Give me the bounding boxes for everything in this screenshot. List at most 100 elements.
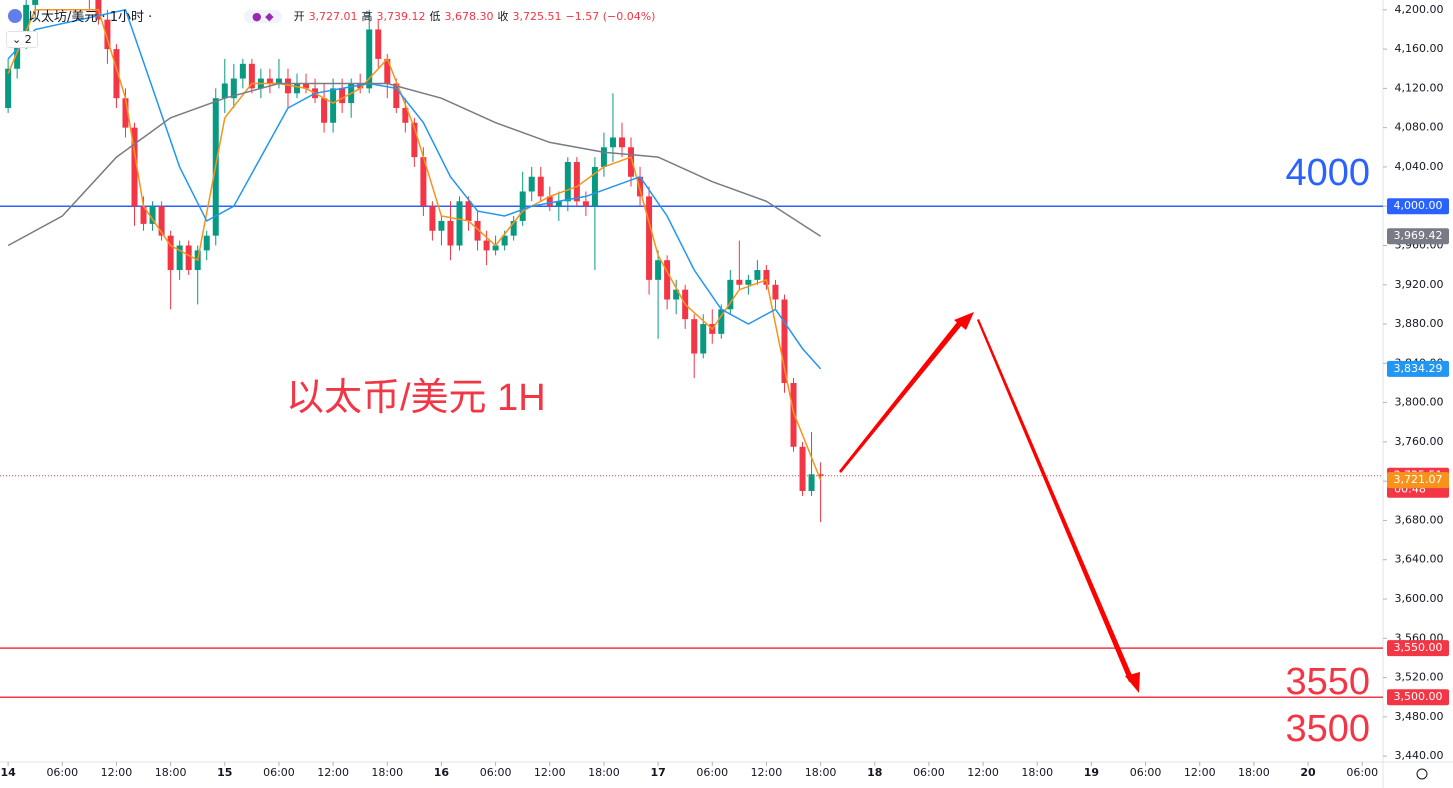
arrow-down	[977, 319, 1134, 682]
candle-body	[447, 220, 454, 246]
x-tick-label: 16	[434, 766, 450, 779]
x-tick-label: 12:00	[317, 766, 349, 779]
candle-body	[275, 78, 282, 84]
candle-body	[673, 289, 680, 300]
x-tick-label: 06:00	[696, 766, 728, 779]
candle-body	[438, 220, 445, 231]
ma-line	[7, 9, 822, 481]
candle-body	[754, 270, 761, 280]
y-tick-label: 3,480.00	[1395, 710, 1444, 723]
arrow-head	[1125, 672, 1140, 693]
candle-body	[537, 176, 544, 197]
price-label-box	[1387, 198, 1449, 215]
plot	[0, 0, 1383, 698]
ohlc-value: 3,725.51	[512, 9, 562, 23]
candle-body	[375, 29, 382, 59]
x-tick-label: 12:00	[101, 766, 133, 779]
x-tick-label: 06:00	[1130, 766, 1162, 779]
y-tick-label: 3,800.00	[1395, 396, 1444, 409]
price-label-box	[1387, 228, 1449, 245]
y-tick-label: 3,760.00	[1395, 435, 1444, 448]
candle-body	[366, 29, 373, 89]
y-tick-label: 3,600.00	[1395, 592, 1444, 605]
candle-body	[609, 137, 616, 148]
candle-body	[790, 382, 797, 447]
x-tick-label: 18	[867, 766, 882, 779]
candle-body	[637, 176, 644, 197]
x-tick-label: 12:00	[967, 766, 999, 779]
price-label-box	[1387, 689, 1449, 706]
candle-body	[14, 44, 21, 69]
symbol: 以太坊/美元 · 1小时 ·	[28, 10, 153, 25]
candle-body	[303, 83, 310, 89]
ma-line	[7, 8, 822, 370]
candle-body	[655, 260, 662, 280]
candle-body	[799, 446, 806, 491]
candle-body	[5, 68, 12, 109]
x-tick-label: 12:00	[1184, 766, 1216, 779]
y-tick-label: 3,640.00	[1395, 553, 1444, 566]
candle-body	[817, 474, 824, 476]
price-label: 3,721.07	[1394, 473, 1443, 486]
x-tick-label: 12:00	[534, 766, 566, 779]
y-tick-label: 3,680.00	[1395, 513, 1444, 526]
candle-body	[591, 166, 598, 207]
x-tick-label: 18:00	[155, 766, 187, 779]
candle-body	[618, 137, 625, 148]
candle-body	[628, 147, 635, 177]
indicator-toggle[interactable]: ⌄ 2	[6, 31, 38, 48]
ohlc-label: 收	[497, 10, 509, 23]
price-label: 3,834.29	[1394, 362, 1443, 375]
y-tick-label: 3,520.00	[1395, 671, 1444, 684]
price-label: 3,500.00	[1394, 690, 1443, 703]
candle-body	[465, 201, 472, 221]
axes: 3,440.003,480.003,520.003,560.003,600.00…	[0, 3, 1449, 779]
candle-body	[456, 201, 463, 246]
candle-body	[167, 235, 174, 271]
candle-body	[266, 78, 273, 84]
symbol-header: 以太坊/美元 · 1小时 ·	[8, 6, 152, 25]
candle-body	[384, 58, 391, 84]
settings-icon[interactable]	[1416, 768, 1428, 780]
x-tick-label: 12:00	[751, 766, 783, 779]
x-tick-label: 18:00	[805, 766, 837, 779]
ohlc-value: 3,739.12	[376, 9, 426, 23]
ohlc-value: 3,678.30	[444, 9, 494, 23]
y-tick-label: 4,160.00	[1395, 42, 1444, 55]
x-tick-label: 06:00	[913, 766, 945, 779]
candle-body	[402, 108, 409, 123]
x-tick-label: 15	[217, 766, 232, 779]
candle-body	[420, 157, 427, 207]
candle-body	[646, 196, 653, 280]
change: −1.57 (−0.04%)	[565, 9, 656, 23]
candle-body	[555, 201, 562, 207]
x-tick-label: 14	[0, 766, 16, 779]
x-tick-label: 18:00	[1021, 766, 1053, 779]
price-label: 3,969.42	[1394, 229, 1443, 242]
candle-body	[248, 63, 255, 89]
y-tick-label: 4,080.00	[1395, 121, 1444, 134]
candle-body	[564, 162, 571, 202]
candle-body	[501, 235, 508, 246]
candle-body	[718, 309, 725, 334]
x-tick-label: 20	[1300, 766, 1316, 779]
y-tick-label: 4,200.00	[1395, 3, 1444, 16]
y-tick-label: 4,120.00	[1395, 81, 1444, 94]
candle-body	[32, 0, 39, 5]
ohlc-label: 开	[293, 10, 305, 23]
indicator-count: 2	[24, 33, 32, 46]
annotation: 4000	[1285, 152, 1370, 194]
ohlc-label: 高	[361, 10, 373, 23]
price-label-box	[1387, 360, 1449, 377]
y-tick-label: 3,880.00	[1395, 317, 1444, 330]
candle-body	[763, 270, 770, 285]
x-tick-label: 06:00	[480, 766, 512, 779]
projection-arrows	[839, 312, 1140, 693]
candle-body	[691, 319, 698, 354]
candle-body	[230, 78, 237, 99]
candle-body	[158, 206, 165, 236]
price-label: 3,550.00	[1394, 641, 1443, 654]
y-tick-label: 4,040.00	[1395, 160, 1444, 173]
candle-body	[600, 147, 607, 167]
